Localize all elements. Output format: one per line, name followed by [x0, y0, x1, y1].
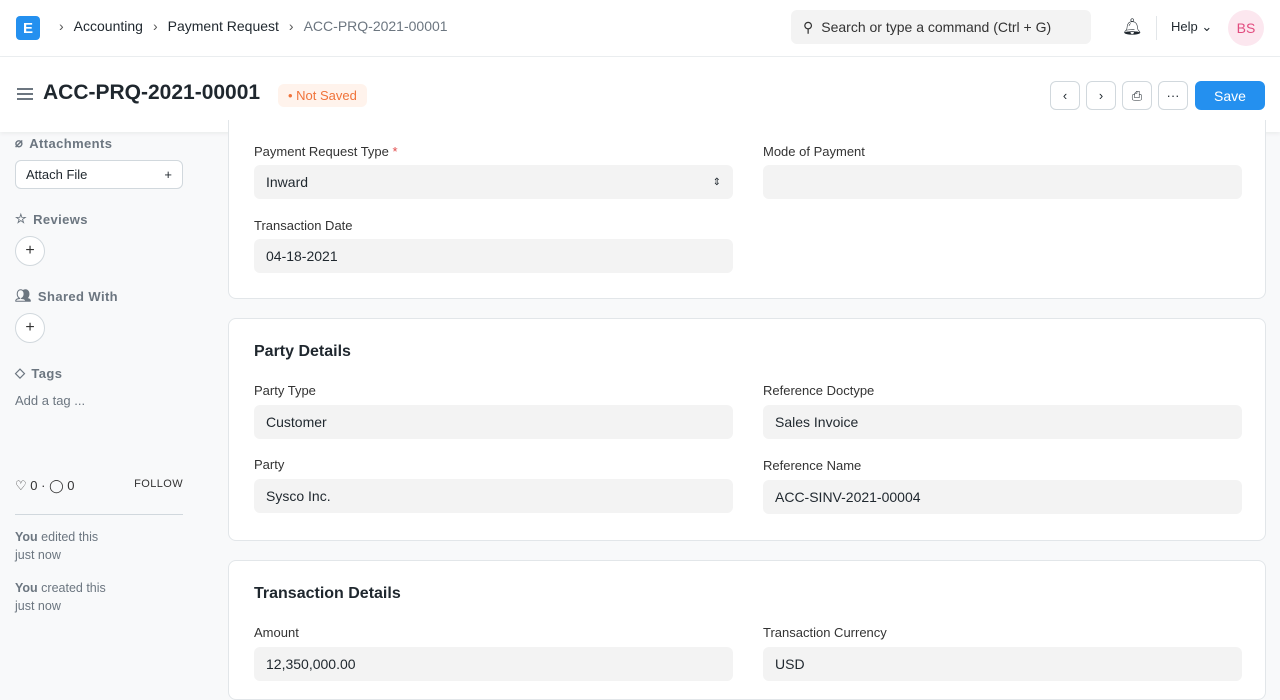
chevron-right-icon: ›: [288, 18, 294, 34]
status-badge: • Not Saved: [278, 84, 367, 107]
activity-user: You: [15, 581, 38, 595]
help-dropdown[interactable]: Help ⌄: [1171, 19, 1212, 35]
party-input[interactable]: Sysco Inc.: [254, 479, 733, 513]
next-button[interactable]: ›: [1086, 81, 1116, 110]
star-icon: ☆: [15, 211, 28, 226]
chevron-left-icon: ‹: [1062, 88, 1068, 103]
app-logo[interactable]: E: [16, 16, 40, 40]
more-icon: ···: [1166, 88, 1180, 103]
users-icon: 👥︎: [15, 288, 32, 303]
activity-time: just now: [15, 599, 61, 613]
activity-item: You created this just now: [15, 579, 183, 615]
amount-input[interactable]: 12,350,000.00: [254, 647, 733, 681]
party-type-label: Party Type: [254, 383, 316, 398]
divider: [1156, 16, 1157, 40]
payment-request-type-select[interactable]: Inward ⇕: [254, 165, 733, 199]
reviews-label: Reviews: [33, 211, 88, 227]
transaction-currency-label: Transaction Currency: [763, 625, 887, 640]
print-button[interactable]: ⎙: [1122, 81, 1152, 110]
transaction-details-card: Transaction Details Amount 12,350,000.00…: [228, 560, 1266, 700]
page-title: ACC-PRQ-2021-00001: [43, 81, 261, 104]
comment-icon[interactable]: ◯: [49, 478, 64, 493]
breadcrumb-payment-request[interactable]: Payment Request: [167, 18, 279, 34]
activity-action: edited this: [41, 530, 99, 544]
save-button[interactable]: Save: [1195, 81, 1265, 110]
help-label: Help: [1171, 19, 1198, 34]
section-title[interactable]: Party Details: [254, 343, 351, 360]
party-label: Party: [254, 457, 285, 472]
reference-name-input[interactable]: ACC-SINV-2021-00004: [763, 480, 1242, 514]
menu-icon[interactable]: [17, 88, 33, 100]
add-review-button[interactable]: +: [15, 236, 45, 266]
chevron-right-icon: ›: [1098, 88, 1104, 103]
previous-button[interactable]: ‹: [1050, 81, 1080, 110]
chevron-right-icon: ›: [59, 18, 64, 34]
select-arrows-icon: ⇕: [712, 176, 721, 188]
tags-heading: ◇ Tags: [15, 365, 183, 381]
tags-label: Tags: [31, 365, 63, 381]
required-marker: *: [392, 144, 398, 159]
section-title[interactable]: Transaction Details: [254, 585, 401, 602]
divider: [15, 514, 183, 515]
shared-with-label: Shared With: [37, 288, 119, 304]
avatar[interactable]: BS: [1228, 10, 1264, 46]
like-count: 0: [30, 478, 38, 493]
plus-icon: +: [25, 319, 35, 336]
transaction-currency-input[interactable]: USD: [763, 647, 1242, 681]
breadcrumb: › Accounting › Payment Request › ACC-PRQ…: [55, 18, 448, 34]
label-text: Payment Request Type: [254, 144, 389, 159]
search-icon: ⚲: [803, 18, 814, 35]
attachments-heading: ⌀ Attachments: [15, 135, 183, 151]
activity-item: You edited this just now: [15, 528, 183, 564]
more-button[interactable]: ···: [1158, 81, 1188, 110]
activity-user: You: [15, 530, 38, 544]
shared-with-heading: 👥︎ Shared With: [15, 288, 183, 304]
breadcrumb-accounting[interactable]: Accounting: [73, 18, 143, 34]
select-value: Inward: [266, 174, 309, 190]
search-input[interactable]: ⚲ Search or type a command (Ctrl + G): [791, 10, 1091, 44]
activity-action: created this: [41, 581, 106, 595]
sidebar: ⌀ Attachments Attach File + ☆ Reviews + 👥︎ S…: [15, 132, 183, 615]
tag-icon: ◇: [15, 365, 26, 380]
transaction-date-input[interactable]: 04-18-2021: [254, 239, 733, 273]
payment-request-type-label: Payment Request Type *: [254, 144, 398, 159]
reference-doctype-label: Reference Doctype: [763, 383, 875, 398]
topbar: E › Accounting › Payment Request › ACC-P…: [0, 0, 1280, 57]
plus-icon: +: [25, 242, 35, 259]
mode-of-payment-label: Mode of Payment: [763, 144, 865, 159]
reference-doctype-input[interactable]: Sales Invoice: [763, 405, 1242, 439]
attach-file-button[interactable]: Attach File +: [15, 160, 183, 189]
heart-icon[interactable]: ♡: [15, 478, 27, 493]
printer-icon: ⎙: [1131, 87, 1143, 103]
payment-card: Payment Request Type * Inward ⇕ Mode of P…: [228, 120, 1266, 299]
status-text: Not Saved: [296, 88, 357, 103]
add-tag-link[interactable]: Add a tag ...: [15, 393, 86, 408]
activity-time: just now: [15, 548, 61, 562]
chevron-down-icon: ⌄: [1201, 19, 1213, 34]
add-share-button[interactable]: +: [15, 313, 45, 343]
amount-label: Amount: [254, 625, 299, 640]
breadcrumb-current[interactable]: ACC-PRQ-2021-00001: [303, 18, 448, 34]
bell-icon[interactable]: 🔔︎: [1122, 19, 1143, 36]
engagement-row: ♡ 0 · ◯ 0 FOLLOW: [15, 478, 183, 493]
comment-count: 0: [67, 478, 75, 493]
mode-of-payment-input[interactable]: [763, 165, 1242, 199]
reviews-heading: ☆ Reviews: [15, 211, 183, 227]
chevron-right-icon: ›: [152, 18, 158, 34]
attach-file-label: Attach File: [26, 167, 88, 182]
plus-icon: +: [164, 167, 172, 182]
page-header: ACC-PRQ-2021-00001 • Not Saved ‹ › ⎙ ···…: [0, 57, 1280, 132]
attachments-label: Attachments: [29, 135, 113, 151]
reference-name-label: Reference Name: [763, 458, 862, 473]
search-placeholder: Search or type a command (Ctrl + G): [821, 19, 1052, 35]
paperclip-icon: ⌀: [15, 135, 24, 150]
party-type-input[interactable]: Customer: [254, 405, 733, 439]
transaction-date-label: Transaction Date: [254, 218, 353, 233]
follow-button[interactable]: FOLLOW: [134, 478, 183, 490]
party-details-card: Party Details Party Type Customer Refere…: [228, 318, 1266, 541]
